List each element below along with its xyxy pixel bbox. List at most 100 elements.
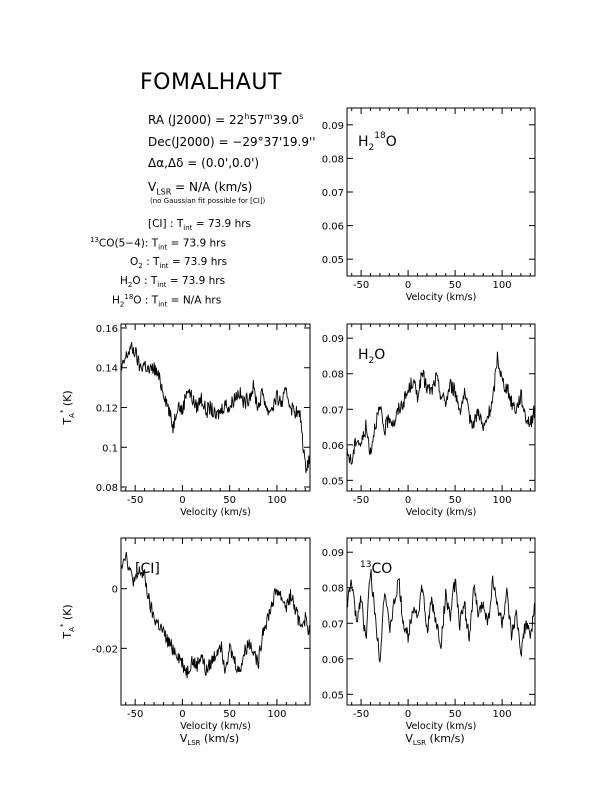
- y-tick-label: 0.14: [96, 364, 118, 375]
- y-tick-label: 0.12: [96, 404, 118, 415]
- spectrum-line: [120, 551, 311, 679]
- species-sup: 13: [90, 236, 99, 244]
- x-axis-label-vlsr: VLSR (km/s): [405, 732, 464, 747]
- dec-value: −29°37'19.9'': [232, 135, 316, 149]
- y-label-unit: (K): [61, 390, 74, 409]
- ra-minutes-unit: m: [264, 112, 273, 121]
- tint-h2-18o: H218O : Tint = N/A hrs: [112, 293, 221, 309]
- x-tick-label: 50: [449, 280, 462, 291]
- tint-sub: int: [157, 281, 167, 290]
- tint-value: = 73.9 hrs: [168, 256, 228, 268]
- y-tick-label: 0.05: [322, 255, 344, 266]
- x-axis-label: Velocity (km/s): [180, 721, 251, 732]
- y-tick-label: 0.07: [322, 405, 344, 416]
- spectrum-line: [120, 341, 311, 474]
- ra-label: RA (J2000) =: [148, 113, 229, 127]
- y-label-sub: A: [68, 413, 76, 418]
- vlsr-v: V: [405, 732, 413, 745]
- panel-label: H2O: [358, 347, 385, 366]
- tint-sub: int: [183, 224, 193, 233]
- species-label: O: [130, 256, 139, 268]
- ra-hours: 22: [229, 113, 245, 127]
- x-tick-label: 50: [223, 495, 236, 506]
- y-tick-label: 0.09: [322, 334, 344, 345]
- ra-hours-unit: h: [244, 112, 250, 121]
- vlsr-sub: LSR: [187, 739, 200, 747]
- spectrum-line: [346, 351, 536, 465]
- tint-sub: int: [159, 262, 169, 271]
- x-tick-label: 0: [405, 709, 411, 720]
- vlsr-v: V: [180, 732, 188, 745]
- species-sub: 2: [127, 281, 133, 290]
- offset-line: Δα,Δδ = (0.0',0.0'): [148, 156, 259, 170]
- x-tick-label: 100: [493, 709, 512, 720]
- tint-value: = 73.9 hrs: [166, 275, 226, 287]
- x-axis-label: Velocity (km/s): [406, 292, 477, 303]
- panel-label: 13CO: [360, 560, 392, 577]
- tint-value: = 73.9 hrs: [167, 237, 226, 250]
- chart-panel-ci-lsr: -50 0 50 100 0 -0.02 Velocity (km/s)VLSR (km/s…: [59, 537, 311, 747]
- x-tick-label: 50: [449, 709, 462, 720]
- tint-sub: int: [158, 300, 168, 309]
- species-sup: 18: [124, 293, 134, 301]
- y-tick-label: 0.08: [322, 584, 344, 595]
- ra-line: RA (J2000) = 22h57m39.0s: [148, 112, 303, 127]
- x-tick-label: -50: [353, 709, 369, 720]
- x-tick-label: 100: [493, 280, 512, 291]
- vlsr-line: VLSR = N/A (km/s): [148, 180, 252, 196]
- x-tick-label: 0: [405, 495, 411, 506]
- y-label-t: T: [61, 632, 74, 640]
- x-tick-label: 0: [405, 280, 411, 291]
- vlsr-label: V: [148, 180, 157, 194]
- x-tick-label: 100: [267, 709, 286, 720]
- y-label-unit: (K): [61, 604, 74, 623]
- y-tick-label: 0.06: [322, 441, 344, 452]
- species-label: H: [120, 275, 128, 287]
- spectrum-line: [346, 569, 536, 664]
- y-tick-label: 0.07: [322, 188, 344, 199]
- offset-label: Δα,Δδ =: [148, 156, 202, 170]
- x-axis-label-vlsr: VLSR (km/s): [180, 732, 239, 747]
- tint-value: = 73.9 hrs: [192, 218, 252, 230]
- plot-frame: [120, 537, 311, 706]
- x-tick-label: 50: [223, 709, 236, 720]
- x-tick-label: -50: [353, 495, 369, 506]
- dec-label: Dec(J2000) =: [148, 135, 233, 149]
- species-label: [CI] : T: [148, 218, 184, 230]
- y-tick-label: -0.02: [92, 644, 118, 655]
- tint-ci: [CI] : Tint = 73.9 hrs: [148, 218, 251, 232]
- x-tick-label: -50: [353, 280, 369, 291]
- y-tick-label: 0.08: [322, 154, 344, 165]
- x-tick-label: 50: [449, 495, 462, 506]
- y-axis-label: TA* (K): [59, 604, 76, 639]
- plot-frame: [120, 323, 311, 492]
- tint-o2: O2 : Tint = 73.9 hrs: [130, 256, 227, 270]
- y-tick-label: 0.06: [322, 222, 344, 233]
- gaussian-note: (no Gaussian fit possible for [CI]): [150, 197, 266, 205]
- chart-panel-h2o: -50 0 50 100 0.05 0.06 0.07 0.08 0.09 Velocity (k…: [322, 323, 536, 518]
- tint-sub: int: [158, 243, 168, 252]
- vlsr-value: = N/A (km/s): [171, 180, 253, 194]
- chart-panel-h2-18o: -50 0 50 100 0.05 0.06 0.07 0.08 0.09 Velocity (k…: [322, 107, 536, 303]
- y-tick-label: 0.1: [102, 443, 118, 454]
- tint-value: = N/A hrs: [167, 294, 222, 307]
- x-axis-label: Velocity (km/s): [406, 507, 477, 518]
- vlsr-sub: LSR: [156, 187, 172, 197]
- vlsr-tail: (km/s): [426, 732, 465, 745]
- species-sub: 2: [138, 262, 143, 271]
- y-label-sup: *: [59, 623, 67, 627]
- y-tick-label: 0.05: [322, 690, 344, 701]
- plot-frame: [346, 323, 536, 492]
- dec-line: Dec(J2000) = −29°37'19.9'': [148, 135, 316, 149]
- species-label: CO(5−4): T: [98, 237, 159, 250]
- x-tick-label: 100: [493, 495, 512, 506]
- x-tick-label: -50: [127, 495, 143, 506]
- offset-value: (0.0',0.0'): [201, 156, 260, 170]
- y-tick-label: 0.08: [96, 483, 118, 494]
- y-tick-label: 0: [112, 585, 118, 596]
- tint-h2o: H2O : Tint = 73.9 hrs: [120, 275, 225, 289]
- y-tick-label: 0.07: [322, 619, 344, 630]
- vlsr-tail: (km/s): [201, 732, 240, 745]
- species-tail: : T: [142, 256, 160, 268]
